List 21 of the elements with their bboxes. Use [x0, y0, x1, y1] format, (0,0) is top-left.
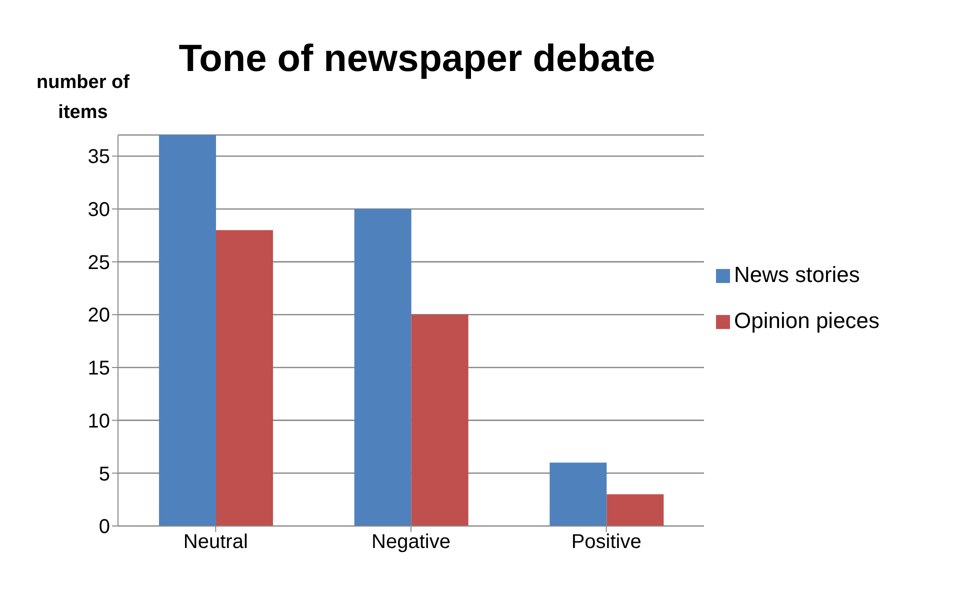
- chart-title: Tone of newspaper debate: [178, 38, 656, 80]
- bar: [411, 314, 468, 526]
- bar: [606, 494, 664, 526]
- legend-label: News stories: [734, 262, 860, 287]
- y-tick-label: 30: [88, 199, 110, 222]
- y-tick-label: 35: [88, 146, 110, 168]
- bar: [216, 230, 273, 526]
- y-tick-label: 15: [88, 358, 110, 380]
- x-tick-label: Neutral: [183, 531, 248, 554]
- bar: [550, 462, 607, 526]
- y-tick-label: 25: [88, 252, 110, 274]
- y-axis-title: number of items: [36, 71, 130, 125]
- y-tick-label: 10: [88, 410, 110, 432]
- y-tick-label: 0: [98, 516, 110, 538]
- x-tick-label: Negative: [372, 531, 450, 554]
- legend-label: Opinion pieces: [734, 308, 880, 333]
- y-tick-label: 20: [88, 304, 110, 327]
- bar: [159, 135, 216, 526]
- y-tick-label: 5: [98, 463, 110, 486]
- x-tick-label: Positive: [571, 531, 642, 554]
- bar: [354, 208, 412, 526]
